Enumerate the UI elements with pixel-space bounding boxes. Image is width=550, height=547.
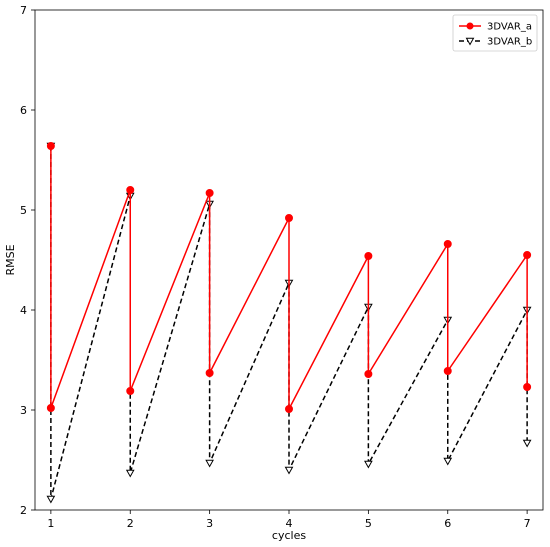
x-tick-label: 1 — [47, 517, 54, 530]
data-point-3DVAR_a — [46, 404, 55, 412]
data-point-3DVAR_a — [285, 405, 293, 413]
data-point-3DVAR_b — [443, 457, 453, 466]
data-point-3DVAR_b — [125, 469, 135, 478]
x-tick-label: 5 — [365, 517, 372, 530]
y-tick-label: 7 — [20, 4, 27, 17]
y-tick-label: 4 — [20, 304, 27, 317]
y-tick-label: 2 — [20, 504, 27, 517]
data-point-3DVAR_a — [126, 186, 135, 194]
legend: 3DVAR_a 3DVAR_b — [452, 14, 538, 52]
data-point-3DVAR_a — [205, 189, 214, 197]
data-point-3DVAR_b — [205, 459, 214, 468]
data-point-3DVAR_b — [522, 439, 532, 448]
legend-label-3DVAR_a: 3DVAR_a — [487, 22, 532, 33]
series-line-3DVAR_a — [50, 146, 528, 410]
data-point-3DVAR_a — [364, 370, 373, 378]
data-point-3DVAR_b — [46, 495, 56, 504]
x-tick-label: 2 — [127, 517, 134, 530]
legend-box — [452, 14, 538, 52]
x-axis-label: cycles — [272, 529, 306, 542]
legend-marker-3DVAR_a — [466, 22, 474, 30]
x-tick-label: 4 — [286, 517, 293, 530]
data-point-3DVAR_a — [523, 251, 532, 259]
data-point-3DVAR_a — [443, 240, 452, 248]
y-tick-label: 3 — [20, 404, 27, 417]
data-point-3DVAR_b — [284, 466, 294, 475]
x-tick-label: 3 — [206, 517, 213, 530]
y-tick-label: 5 — [20, 204, 27, 217]
y-tick-label: 6 — [20, 104, 27, 117]
legend-label-3DVAR_b: 3DVAR_b — [487, 37, 532, 48]
data-point-3DVAR_a — [126, 387, 135, 395]
data-point-3DVAR_a — [205, 369, 214, 377]
data-point-3DVAR_a — [443, 367, 452, 375]
data-point-3DVAR_b — [364, 460, 373, 469]
data-point-3DVAR_a — [364, 252, 373, 260]
y-axis-label: RMSE — [4, 244, 17, 275]
x-tick-label: 7 — [524, 517, 531, 530]
legend-marker-3DVAR_b — [465, 37, 475, 46]
data-point-3DVAR_a — [285, 214, 293, 222]
data-point-3DVAR_a — [46, 142, 55, 150]
x-tick-label: 6 — [444, 517, 451, 530]
data-point-3DVAR_a — [523, 383, 532, 391]
